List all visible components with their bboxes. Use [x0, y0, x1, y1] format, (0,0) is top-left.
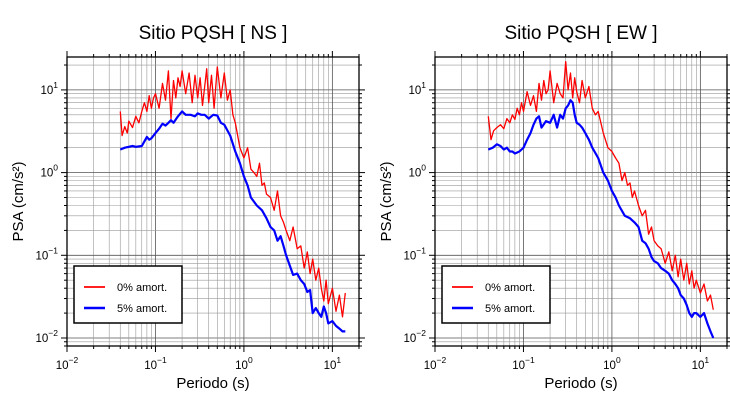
y-tick-label: 10−2 — [36, 328, 59, 345]
y-axis-label: PSA (cm/s²) — [10, 161, 27, 241]
x-tick-label: 10−2 — [424, 355, 447, 372]
x-tick-label: 10−1 — [144, 355, 167, 372]
chart-title: Sitio PQSH [ EW ] — [504, 23, 657, 44]
x-tick-label: 10−1 — [512, 355, 535, 372]
legend-box — [441, 265, 551, 324]
y-tick-label: 101 — [40, 80, 58, 97]
x-axis-label: Periodo (s) — [544, 375, 617, 392]
legend-label-damped: 5% amort. — [117, 303, 167, 315]
x-tick-label: 101 — [692, 355, 710, 372]
series-line-undamped — [487, 60, 714, 310]
legend-label-damped: 5% amort. — [485, 303, 535, 315]
x-tick-label: 101 — [324, 355, 342, 372]
y-tick-label: 10−2 — [404, 328, 427, 345]
series-line-damped — [487, 99, 715, 339]
y-tick-label: 100 — [408, 163, 426, 180]
legend-box — [73, 265, 183, 324]
legend: 0% amort. 5% amort. — [441, 265, 551, 324]
series-line-undamped — [119, 66, 346, 318]
y-tick-label: 100 — [40, 163, 58, 180]
chart-panel-1: 10−2 10−1 100 101 10−2 10−1 100 101 Sitio PQSH [… — [10, 23, 365, 392]
x-tick-label: 100 — [235, 355, 253, 372]
legend-label-undamped: 0% amort. — [485, 282, 535, 294]
plot-frame — [66, 56, 360, 347]
plot-frame — [434, 56, 728, 347]
legend: 0% amort. 5% amort. — [73, 265, 183, 324]
x-tick-label: 10−2 — [56, 355, 79, 372]
y-axis-label: PSA (cm/s²) — [378, 161, 395, 241]
y-tick-label: 10−1 — [36, 245, 59, 262]
tick-marks — [429, 51, 730, 352]
chart-title: Sitio PQSH [ NS ] — [139, 23, 288, 44]
legend-label-undamped: 0% amort. — [117, 282, 167, 294]
y-tick-label: 10−1 — [404, 245, 427, 262]
x-axis-label: Periodo (s) — [176, 375, 249, 392]
tick-marks — [61, 51, 365, 352]
y-tick-label: 101 — [408, 80, 426, 97]
series-line-damped — [119, 110, 346, 333]
x-tick-label: 100 — [603, 355, 621, 372]
chart-panel-2: 10−2 10−1 100 101 10−2 10−1 100 101 Sitio PQSH [… — [378, 23, 730, 392]
